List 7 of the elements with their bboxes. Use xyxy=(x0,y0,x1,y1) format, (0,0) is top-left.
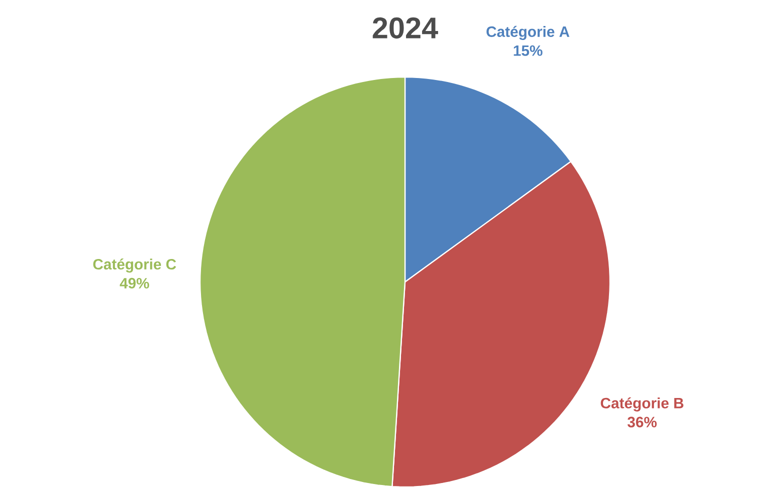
slice-label: Catégorie A xyxy=(486,26,570,40)
chart-title: 2024 xyxy=(372,17,438,39)
data-label: 15% xyxy=(514,45,542,56)
slice-label: Catégorie C xyxy=(93,258,176,273)
slice-label: Catégorie B xyxy=(600,397,684,412)
data-label: 49% xyxy=(120,278,150,288)
data-label: 36% xyxy=(628,416,657,428)
